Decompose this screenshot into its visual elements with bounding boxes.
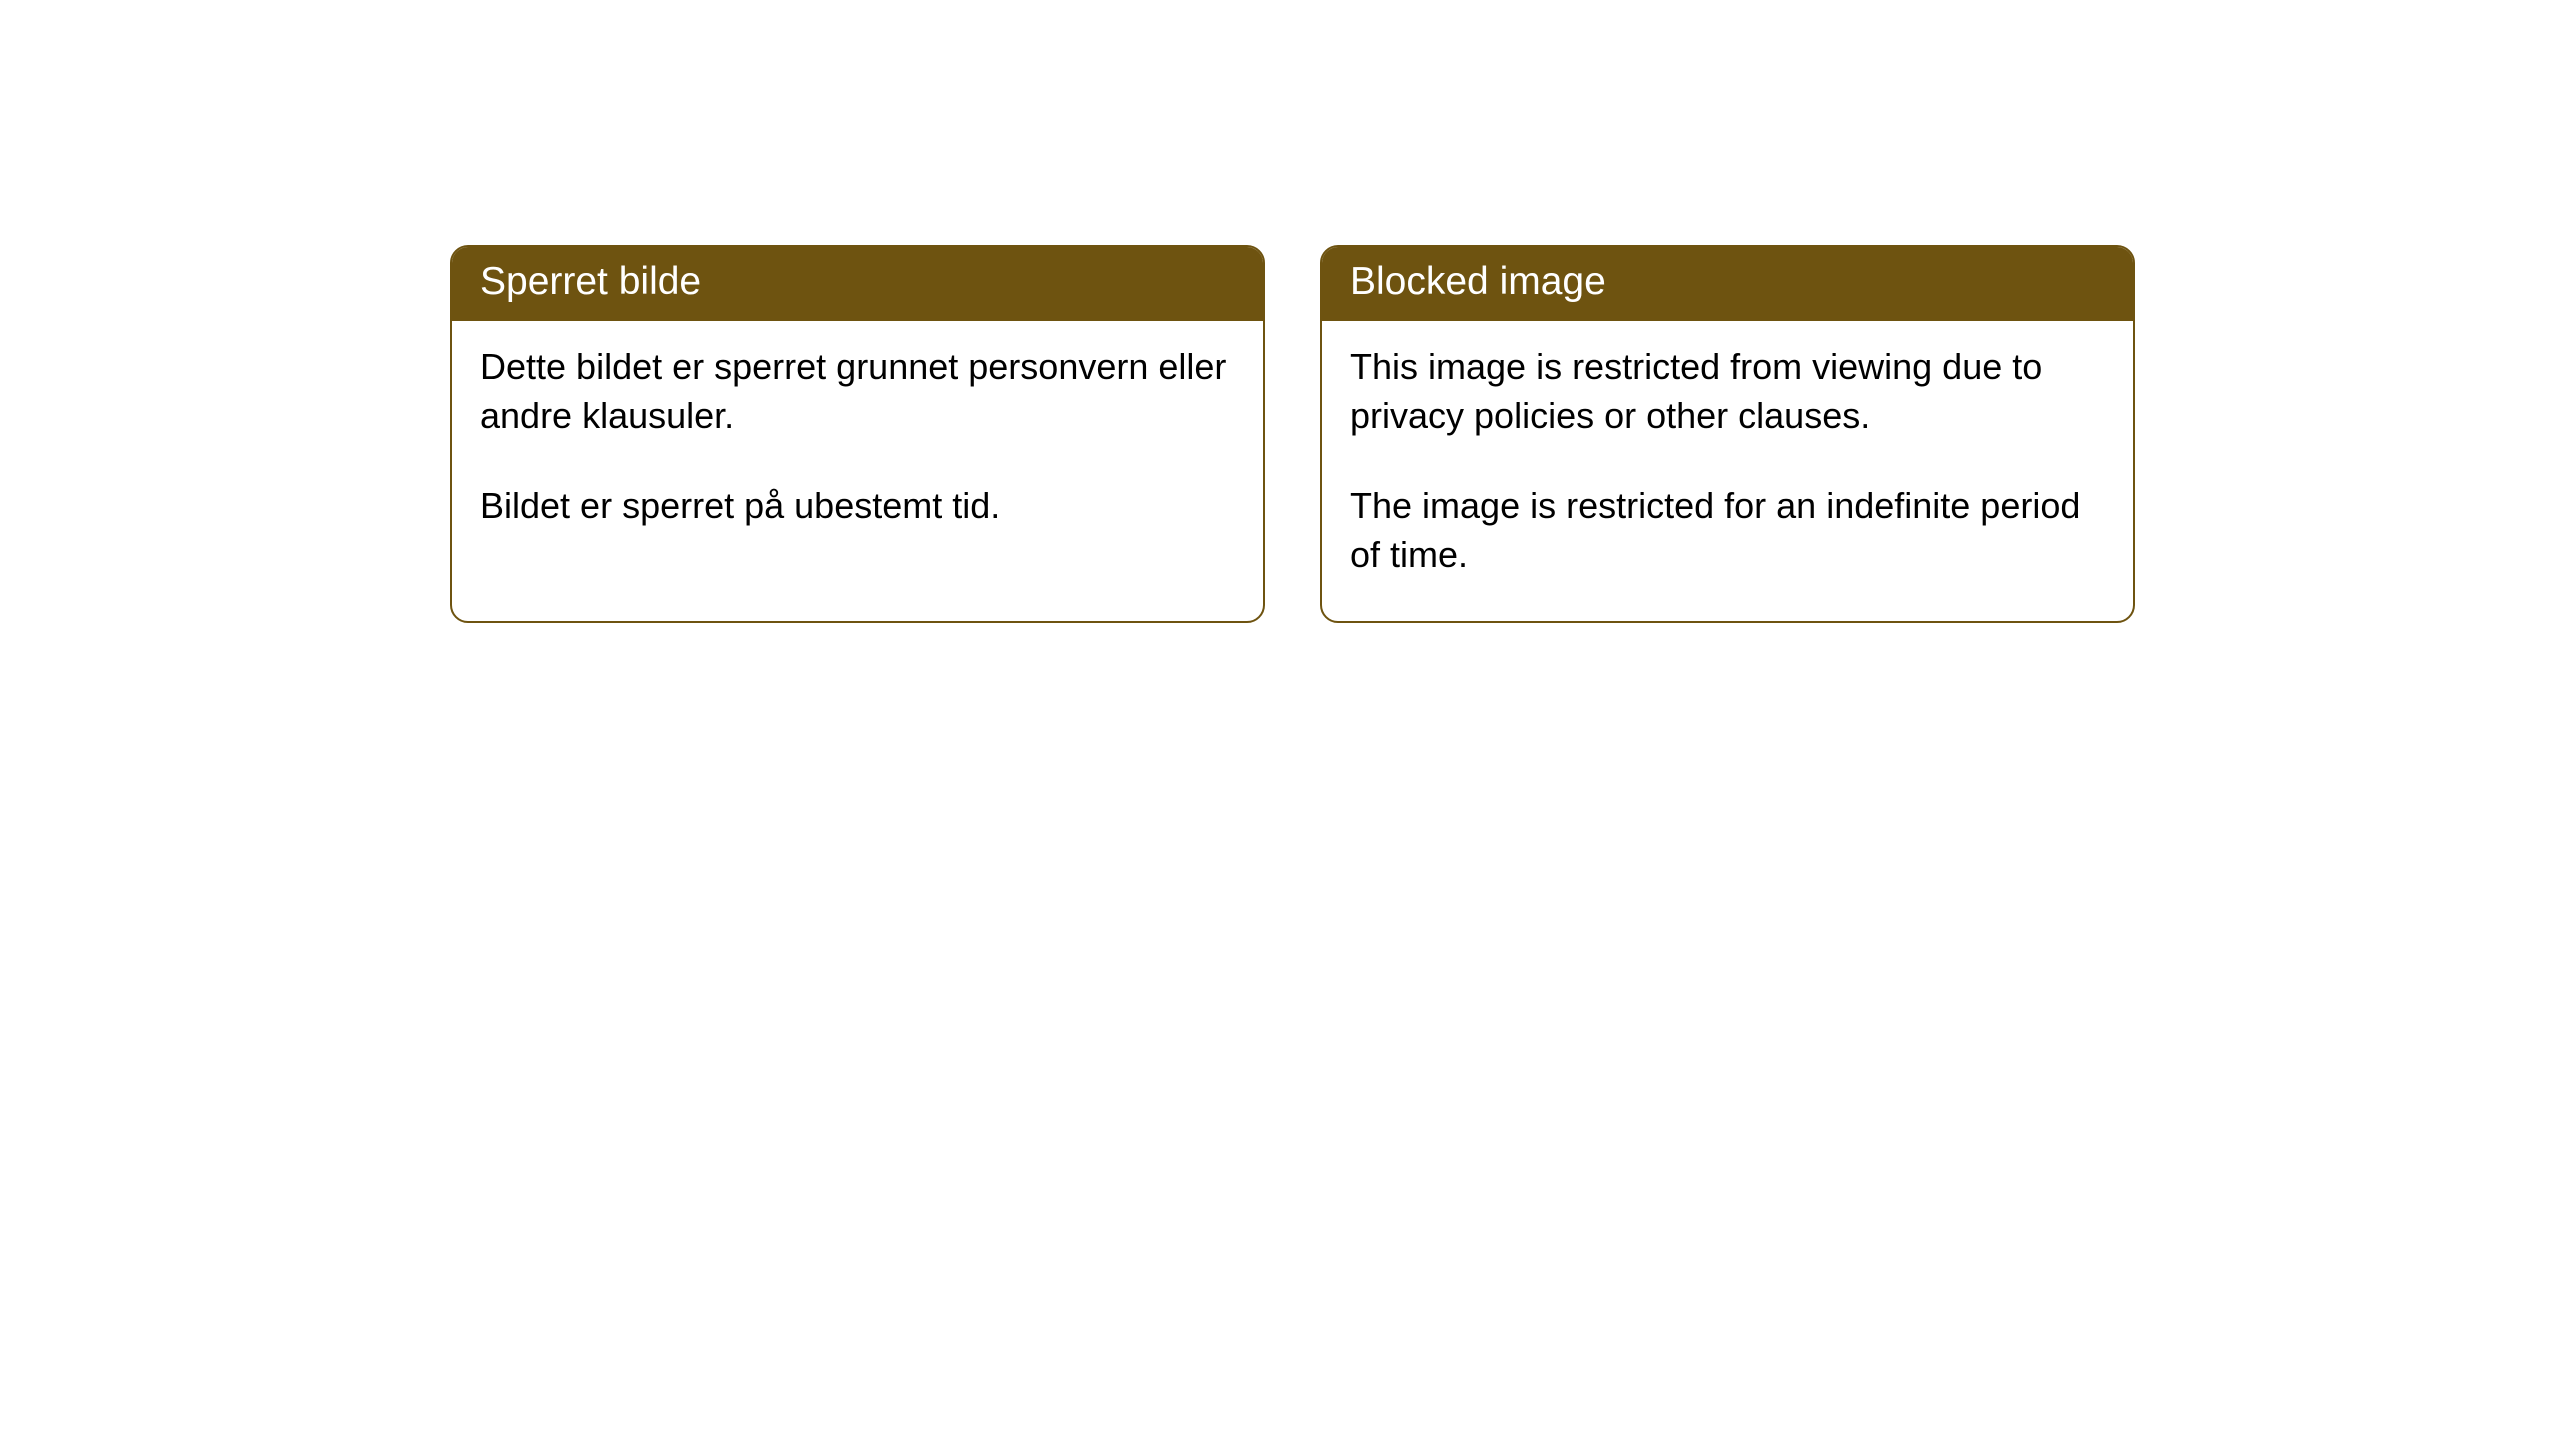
notice-cards-container: Sperret bilde Dette bildet er sperret gr… bbox=[0, 0, 2560, 623]
card-paragraph-2: The image is restricted for an indefinit… bbox=[1350, 482, 2105, 579]
card-body: Dette bildet er sperret grunnet personve… bbox=[452, 321, 1263, 573]
blocked-image-card-english: Blocked image This image is restricted f… bbox=[1320, 245, 2135, 623]
card-paragraph-1: Dette bildet er sperret grunnet personve… bbox=[480, 343, 1235, 440]
card-paragraph-1: This image is restricted from viewing du… bbox=[1350, 343, 2105, 440]
card-body: This image is restricted from viewing du… bbox=[1322, 321, 2133, 621]
card-title: Sperret bilde bbox=[452, 247, 1263, 321]
card-paragraph-2: Bildet er sperret på ubestemt tid. bbox=[480, 482, 1235, 531]
blocked-image-card-norwegian: Sperret bilde Dette bildet er sperret gr… bbox=[450, 245, 1265, 623]
card-title: Blocked image bbox=[1322, 247, 2133, 321]
